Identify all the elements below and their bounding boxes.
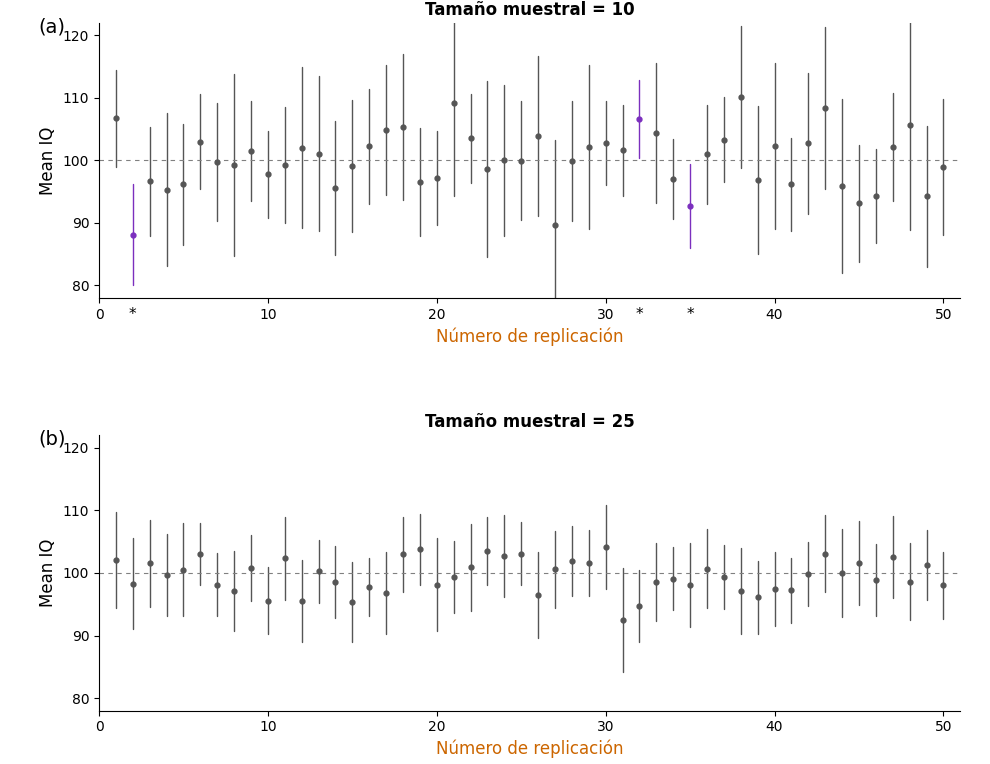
X-axis label: Número de replicación: Número de replicación	[436, 740, 624, 759]
Text: *: *	[0, 763, 1, 764]
Text: *: *	[636, 307, 644, 322]
Title: Tamaño muestral = 10: Tamaño muestral = 10	[425, 1, 635, 18]
Text: *: *	[686, 307, 694, 322]
Title: Tamaño muestral = 25: Tamaño muestral = 25	[425, 413, 635, 431]
Text: *: *	[0, 763, 1, 764]
Text: (b): (b)	[39, 430, 66, 449]
Text: (a): (a)	[39, 18, 65, 37]
Y-axis label: Mean IQ: Mean IQ	[40, 539, 57, 607]
Text: *: *	[0, 763, 1, 764]
X-axis label: Número de replicación: Número de replicación	[436, 327, 624, 346]
Y-axis label: Mean IQ: Mean IQ	[40, 126, 57, 195]
Text: *: *	[129, 307, 137, 322]
